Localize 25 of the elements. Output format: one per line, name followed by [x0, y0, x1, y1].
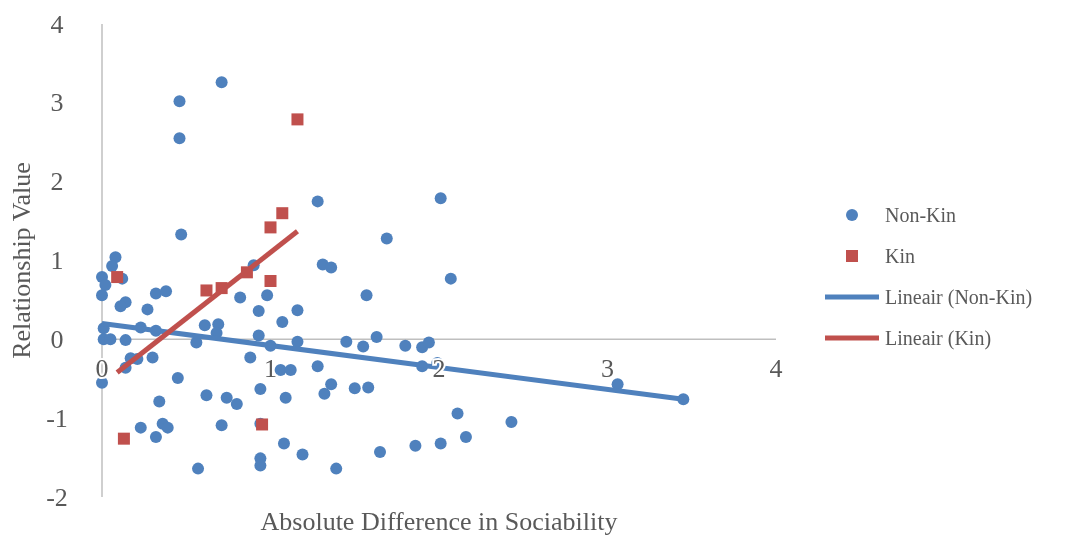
point: [264, 221, 277, 234]
x-tick-label: 4: [769, 354, 783, 384]
x-tick-label: 3: [601, 354, 614, 384]
y-tick-label: -2: [46, 482, 68, 512]
y-tick-label: 4: [50, 9, 64, 39]
legend-label: Non-Kin: [885, 204, 957, 226]
y-tick-label: -1: [46, 403, 68, 433]
x-tick-label: 0: [95, 354, 109, 384]
x-tick-label: 1: [264, 354, 277, 384]
y-axis-title: Relationship Value: [7, 162, 36, 359]
point: [291, 113, 304, 126]
y-tick-label: 3: [50, 88, 64, 118]
y-tick-label: 0: [50, 324, 64, 354]
point: [200, 284, 213, 297]
y-tick-label: 2: [50, 167, 64, 197]
point: [117, 432, 130, 445]
legend-label: Lineair (Non-Kin): [885, 286, 1033, 309]
point: [276, 207, 289, 220]
legend-label: Kin: [885, 245, 915, 267]
x-axis-title: Absolute Difference in Sociability: [260, 507, 618, 536]
x-tick-label: 2: [432, 354, 446, 384]
y-tick-label: 1: [50, 246, 64, 275]
point: [111, 271, 124, 284]
legend-label: Lineair (Kin): [885, 327, 992, 350]
point: [264, 275, 277, 287]
